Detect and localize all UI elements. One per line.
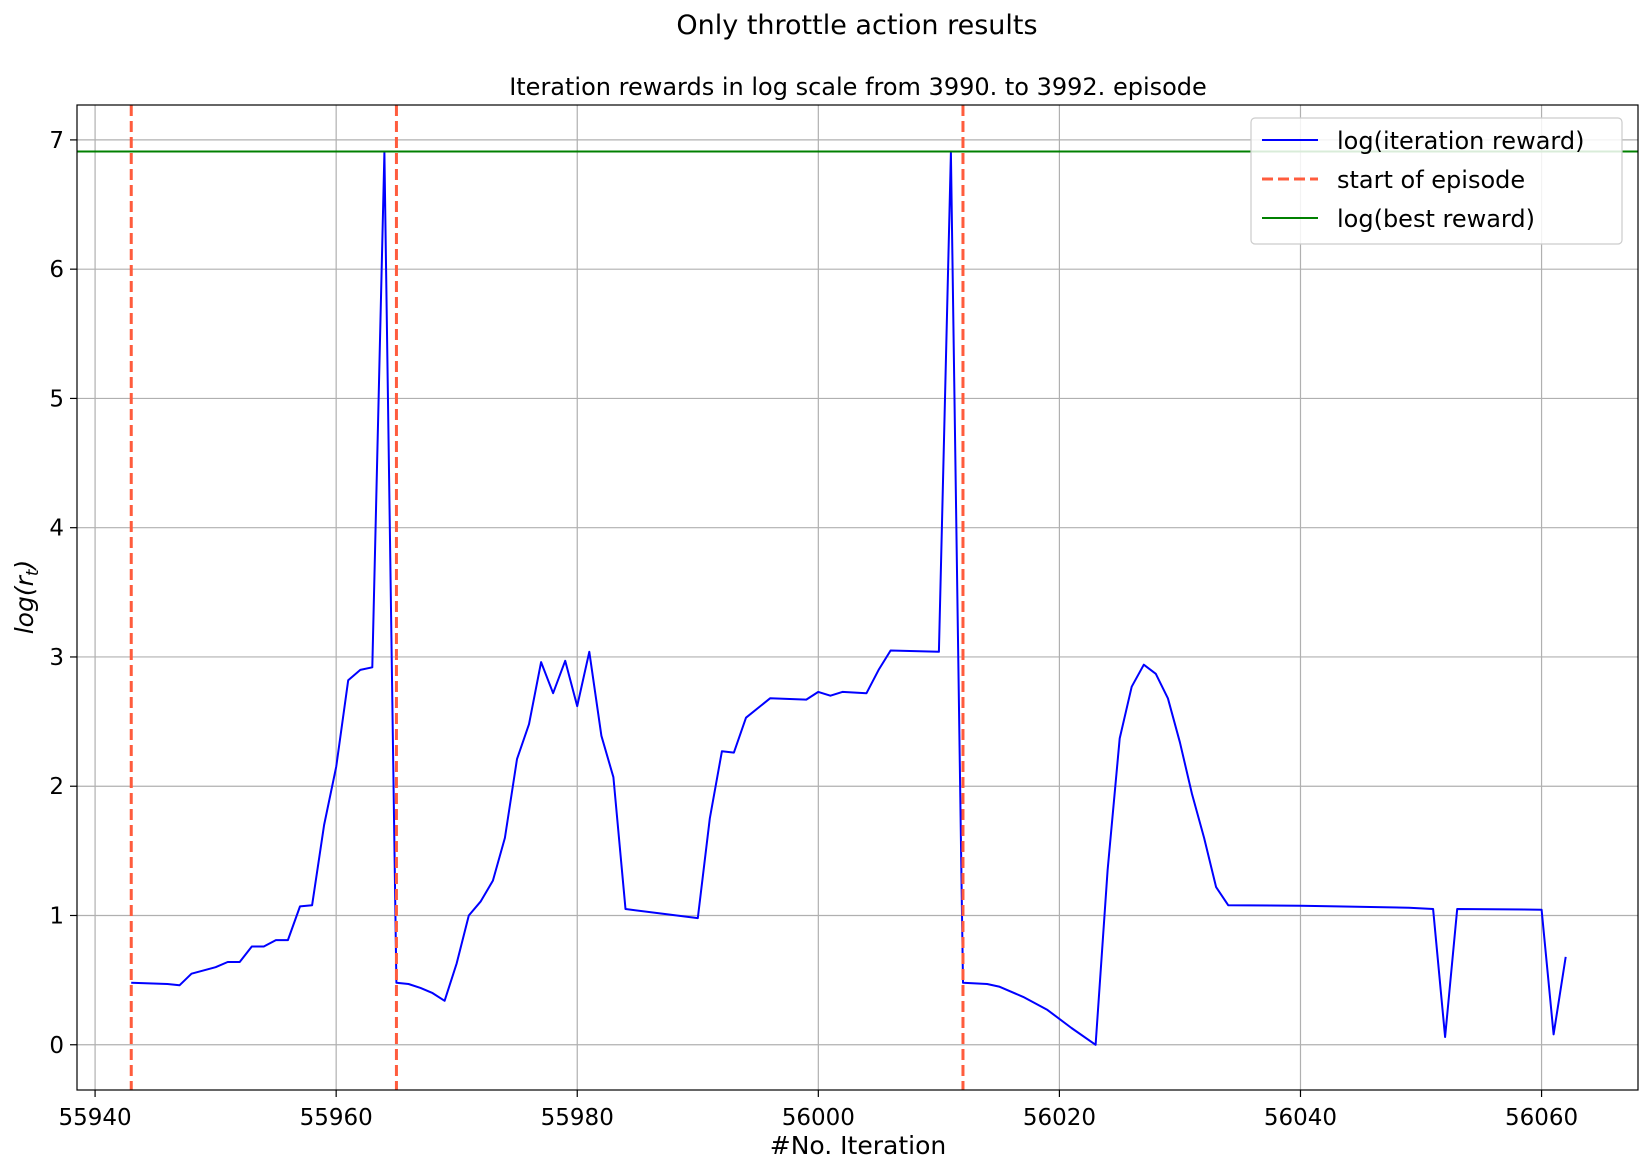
y-axis-label: log(rt) — [10, 560, 43, 635]
legend-label-start-of-episode: start of episode — [1337, 166, 1525, 194]
x-tick-label: 56040 — [1264, 1105, 1337, 1131]
y-tick-label: 6 — [49, 257, 64, 283]
y-tick-label: 5 — [49, 386, 64, 412]
y-tick-label: 7 — [49, 128, 64, 154]
chart-title: Iteration rewards in log scale from 3990… — [509, 73, 1207, 101]
x-tick-label: 55980 — [541, 1105, 614, 1131]
legend-label-best-reward: log(best reward) — [1337, 205, 1535, 233]
ticks: 55940 55960 55980 56000 56020 56040 56060 0 1 2 3 4… — [49, 128, 1578, 1131]
x-tick-label: 55960 — [300, 1105, 373, 1131]
y-tick-label: 0 — [49, 1033, 64, 1059]
legend: log(iteration reward) start of episode l… — [1250, 117, 1623, 245]
y-tick-label: 1 — [49, 903, 64, 929]
x-axis-label: #No. Iteration — [770, 1131, 946, 1160]
x-tick-label: 56000 — [782, 1105, 855, 1131]
x-tick-label: 56020 — [1023, 1105, 1096, 1131]
y-tick-label: 3 — [49, 645, 64, 671]
y-axis-label-close: ) — [10, 560, 39, 572]
legend-label-iteration-reward: log(iteration reward) — [1337, 127, 1584, 155]
plot-area — [77, 105, 1638, 1090]
x-tick-label: 55940 — [58, 1105, 131, 1131]
y-tick-label: 2 — [49, 774, 64, 800]
y-axis-label-subscript: t — [23, 568, 43, 576]
axes-frame — [76, 104, 1639, 1091]
legend-box — [1250, 117, 1623, 245]
x-tick-label: 56060 — [1505, 1105, 1578, 1131]
y-tick-label: 4 — [49, 516, 64, 542]
series-line-iteration-reward — [131, 151, 1567, 1046]
figure-suptitle: Only throttle action results — [676, 10, 1037, 41]
grid — [77, 105, 1638, 1090]
y-axis-label-main: log(r — [10, 574, 39, 634]
